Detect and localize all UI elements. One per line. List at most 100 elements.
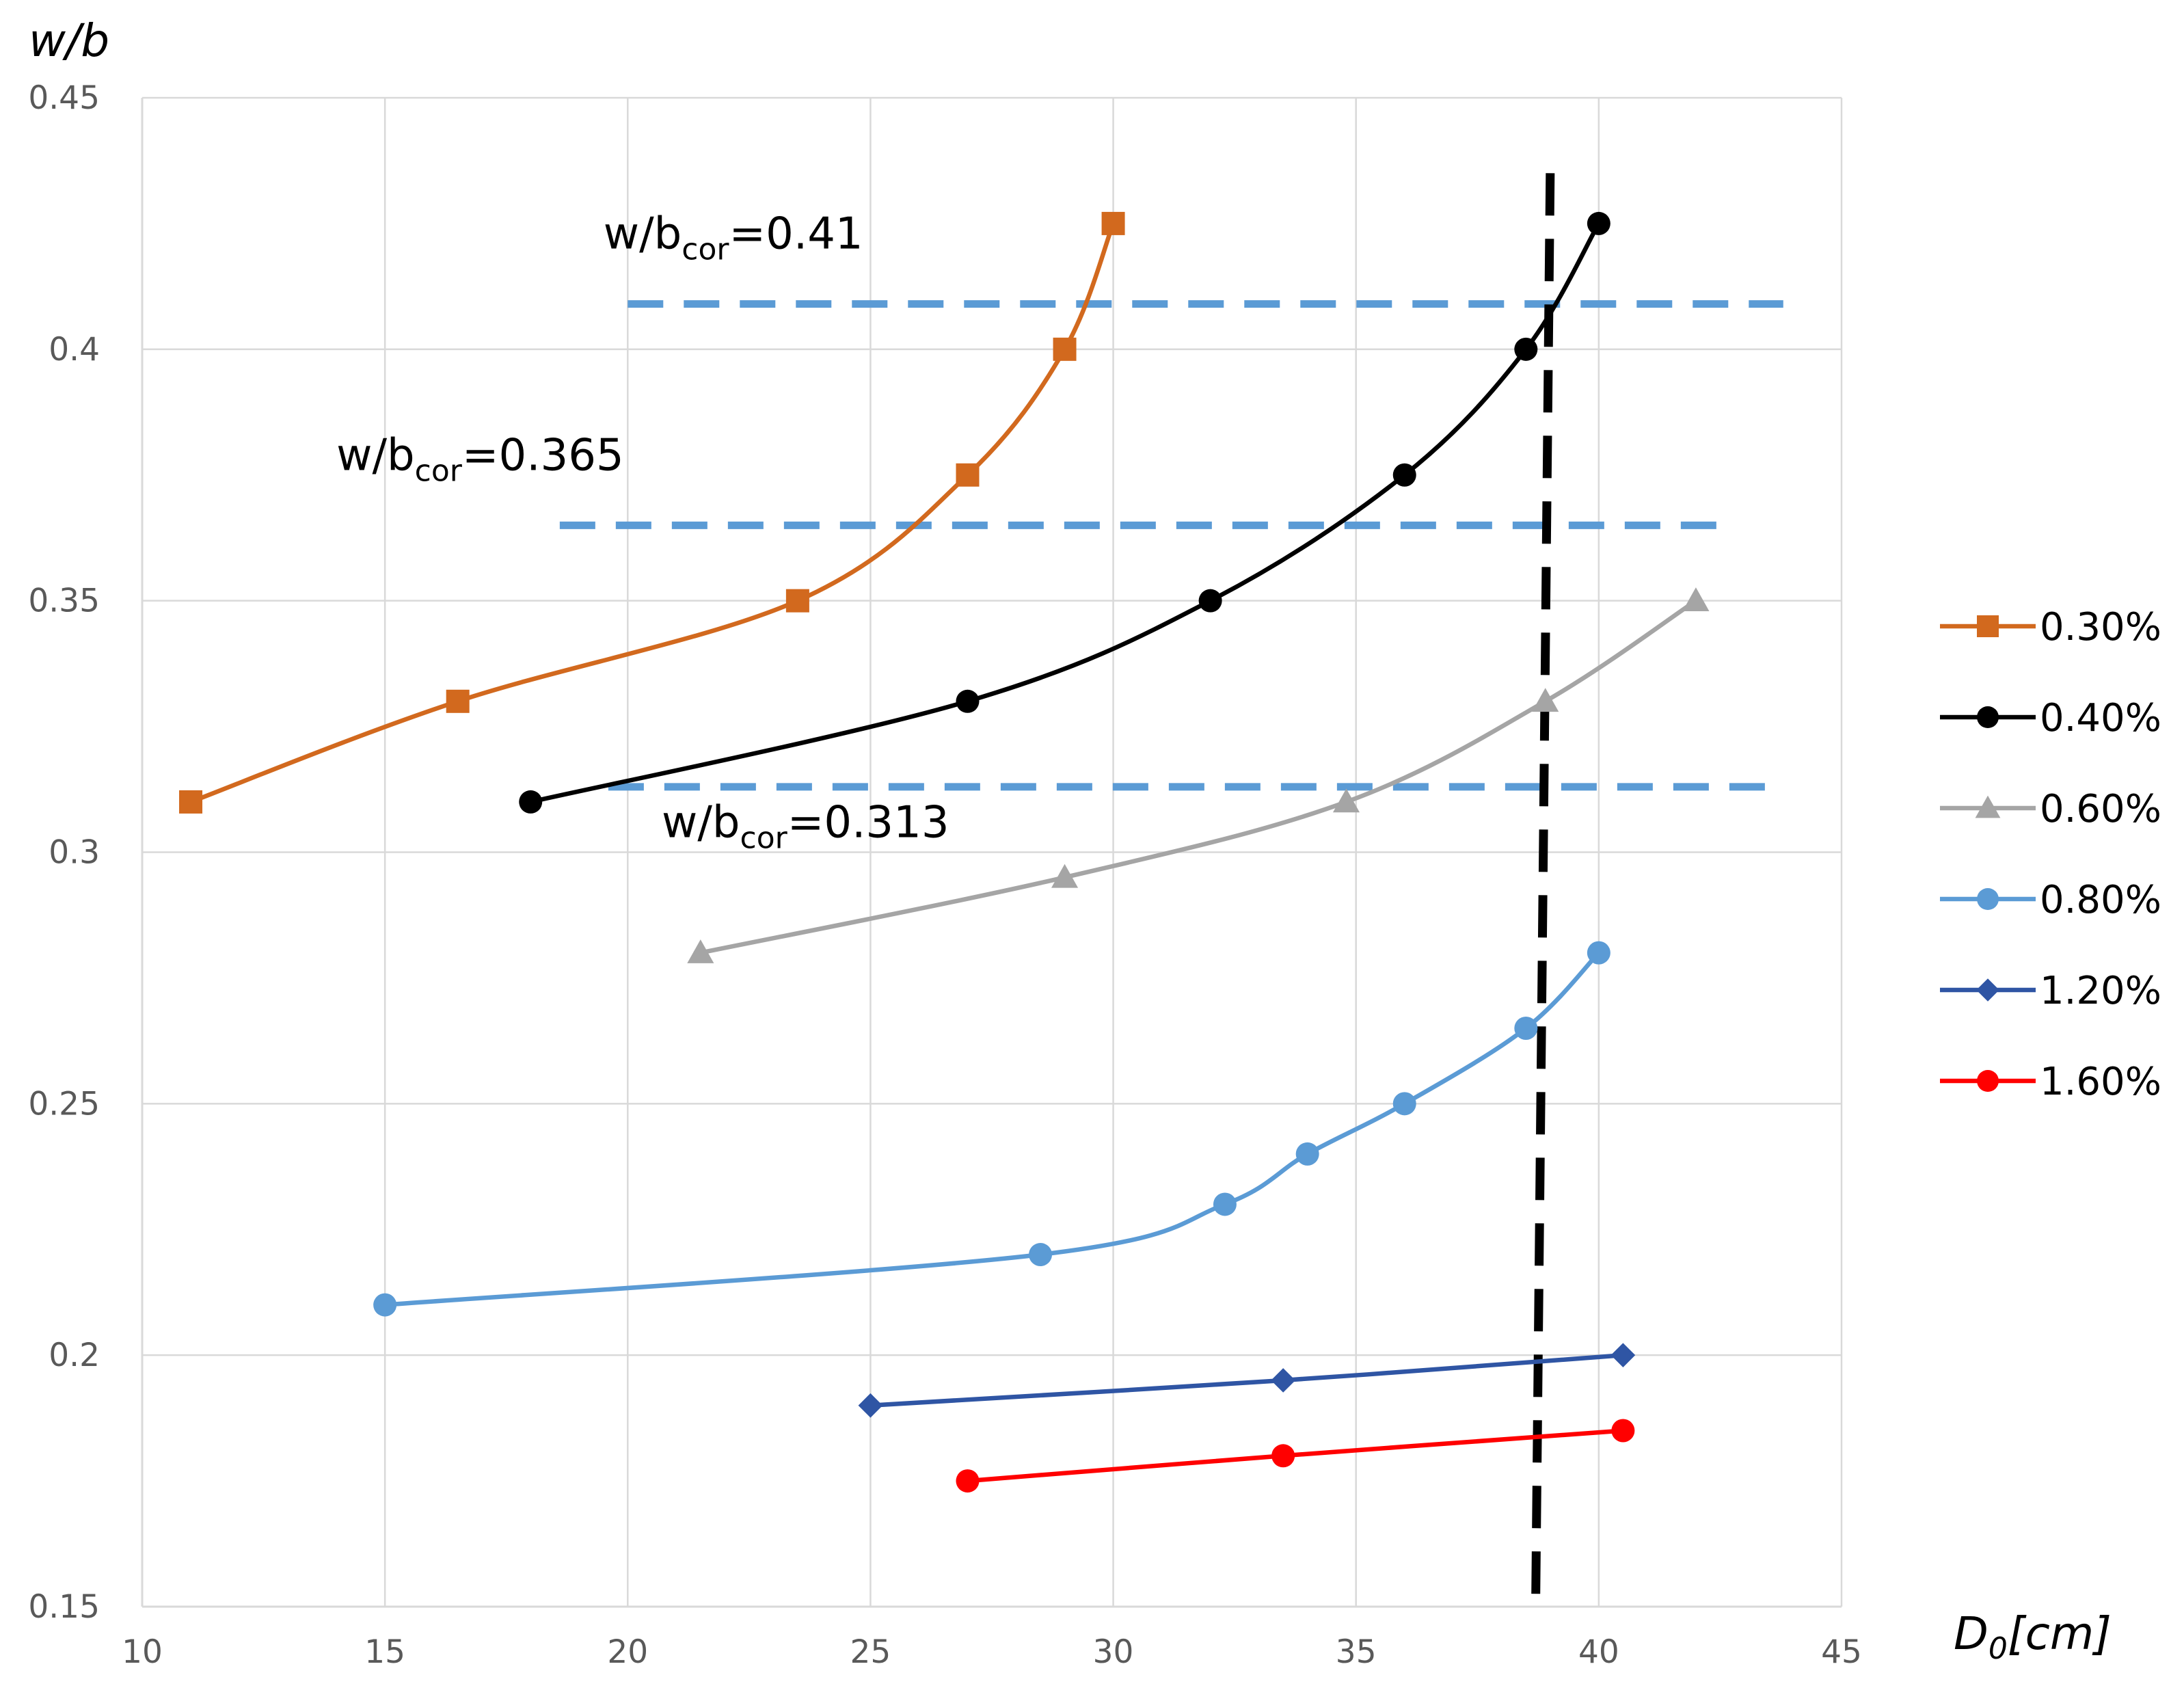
annotation-sub: cor bbox=[415, 453, 463, 488]
legend-marker-0.80% bbox=[1977, 888, 1999, 910]
y-tick-label-0.15: 0.15 bbox=[28, 1588, 100, 1626]
y-tick-label-0.3: 0.3 bbox=[49, 834, 100, 872]
point-0.30%-1 bbox=[446, 689, 470, 713]
point-0.80%-6 bbox=[1587, 941, 1610, 965]
reference-lines bbox=[559, 173, 1783, 1607]
legend-marker-1.20% bbox=[1976, 978, 1999, 1002]
point-0.30%-3 bbox=[956, 463, 980, 487]
annotation-base: w/b bbox=[604, 209, 682, 260]
x-tick-label-40: 40 bbox=[1578, 1633, 1619, 1671]
point-0.60%-4 bbox=[1682, 587, 1710, 611]
series-line-0.60% bbox=[698, 598, 1699, 955]
legend-label-0.40%: 0.40% bbox=[2040, 696, 2161, 740]
legend-label-0.30%: 0.30% bbox=[2040, 605, 2161, 649]
y-tick-label-0.45: 0.45 bbox=[28, 79, 100, 117]
legend-item-1.60%: 1.60% bbox=[1940, 1060, 2161, 1104]
y-tick-label-0.35: 0.35 bbox=[28, 582, 100, 620]
point-0.30%-4 bbox=[1053, 337, 1077, 361]
series-line-1.20% bbox=[868, 1352, 1626, 1408]
legend: 0.30% 0.40% 0.60% 0.80% 1.20% 1.60% bbox=[1940, 605, 2161, 1104]
point-1.60%-1 bbox=[1271, 1444, 1295, 1468]
point-0.30%-0 bbox=[179, 790, 203, 814]
annotation-a0365: w/bcor=0.365 bbox=[336, 430, 624, 488]
x-tick-label-45: 45 bbox=[1821, 1633, 1862, 1671]
legend-label-0.80%: 0.80% bbox=[2040, 878, 2161, 922]
point-1.20%-0 bbox=[858, 1393, 883, 1418]
annotation-value: =0.313 bbox=[787, 797, 949, 848]
point-0.60%-2 bbox=[1332, 788, 1360, 813]
reference-line-v bbox=[1531, 173, 1555, 1607]
point-0.80%-2 bbox=[1213, 1192, 1237, 1216]
series-line-1.60% bbox=[965, 1428, 1626, 1484]
point-0.40%-5 bbox=[1587, 211, 1610, 235]
point-0.40%-4 bbox=[1514, 337, 1538, 361]
point-0.40%-3 bbox=[1392, 463, 1416, 487]
legend-label-1.60%: 1.60% bbox=[2040, 1060, 2161, 1104]
point-0.30%-5 bbox=[1101, 211, 1125, 235]
point-0.60%-0 bbox=[687, 939, 714, 963]
point-1.20%-2 bbox=[1610, 1343, 1636, 1368]
y-axis-title: w/b bbox=[29, 14, 109, 67]
y-tick-label-0.2: 0.2 bbox=[49, 1337, 100, 1374]
point-0.40%-2 bbox=[1198, 589, 1222, 613]
x-axis-title-tail: [cm] bbox=[2008, 1607, 2112, 1660]
series-1.60% bbox=[956, 1419, 1635, 1493]
y-tick-label-0.4: 0.4 bbox=[49, 331, 100, 369]
point-1.60%-2 bbox=[1611, 1419, 1635, 1443]
annotation-base: w/b bbox=[662, 797, 740, 848]
legend-item-0.40%: 0.40% bbox=[1940, 696, 2161, 740]
legend-item-0.60%: 0.60% bbox=[1940, 787, 2161, 831]
series-0.60% bbox=[687, 587, 1710, 963]
x-tick-label-25: 25 bbox=[850, 1633, 891, 1671]
x-tick-label-10: 10 bbox=[122, 1633, 163, 1671]
x-axis-title-main: D bbox=[1954, 1607, 1988, 1660]
legend-label-0.60%: 0.60% bbox=[2040, 787, 2161, 831]
series-line-0.40% bbox=[528, 221, 1602, 805]
annotation-base: w/b bbox=[336, 430, 415, 481]
x-tick-label-30: 30 bbox=[1093, 1633, 1134, 1671]
legend-marker-0.30% bbox=[1977, 615, 1999, 637]
point-0.80%-0 bbox=[373, 1293, 397, 1317]
x-axis-title: D0[cm] bbox=[1954, 1607, 2112, 1666]
grid bbox=[141, 96, 1843, 1608]
series-1.20% bbox=[858, 1343, 1636, 1418]
series-0.80% bbox=[373, 941, 1610, 1317]
legend-marker-0.60% bbox=[1975, 795, 2001, 818]
legend-item-0.80%: 0.80% bbox=[1940, 878, 2161, 922]
x-tick-label-15: 15 bbox=[364, 1633, 405, 1671]
point-0.80%-4 bbox=[1392, 1092, 1416, 1116]
y-tick-label-0.25: 0.25 bbox=[28, 1085, 100, 1123]
series-line-0.80% bbox=[382, 950, 1602, 1307]
point-1.20%-1 bbox=[1271, 1368, 1296, 1393]
annotation-value: =0.365 bbox=[462, 430, 624, 481]
legend-item-0.30%: 0.30% bbox=[1940, 605, 2161, 649]
point-1.60%-0 bbox=[956, 1469, 980, 1493]
series-0.40% bbox=[519, 211, 1610, 814]
series-group bbox=[179, 211, 1710, 1493]
annotation-a041: w/bcor=0.41 bbox=[604, 209, 863, 267]
x-tick-label-20: 20 bbox=[607, 1633, 648, 1671]
point-0.60%-3 bbox=[1532, 688, 1559, 712]
point-0.80%-1 bbox=[1029, 1243, 1053, 1267]
legend-item-1.20%: 1.20% bbox=[1940, 969, 2161, 1013]
point-0.60%-1 bbox=[1051, 863, 1079, 888]
annotation-sub: cor bbox=[740, 820, 788, 855]
legend-label-1.20%: 1.20% bbox=[2040, 969, 2161, 1013]
legend-marker-1.60% bbox=[1977, 1070, 1999, 1092]
point-0.30%-2 bbox=[785, 589, 809, 613]
series-line-0.30% bbox=[188, 221, 1116, 805]
point-0.40%-1 bbox=[956, 689, 980, 713]
point-0.80%-3 bbox=[1295, 1142, 1319, 1166]
tick-labels: 10 15 20 25 30 35 40 45 0.15 0.2 0.25 0.3 0.35 0.4 0.4… bbox=[28, 79, 1862, 1671]
annotation-sub: cor bbox=[682, 232, 729, 267]
point-0.40%-0 bbox=[519, 790, 543, 814]
series-0.30% bbox=[179, 211, 1125, 814]
legend-marker-0.40% bbox=[1977, 706, 1999, 728]
annotation-a0313: w/bcor=0.313 bbox=[662, 797, 949, 855]
point-0.80%-5 bbox=[1514, 1016, 1538, 1040]
x-axis-title-sub: 0 bbox=[1988, 1631, 2008, 1666]
x-tick-label-35: 35 bbox=[1336, 1633, 1377, 1671]
annotation-value: =0.41 bbox=[729, 209, 863, 260]
